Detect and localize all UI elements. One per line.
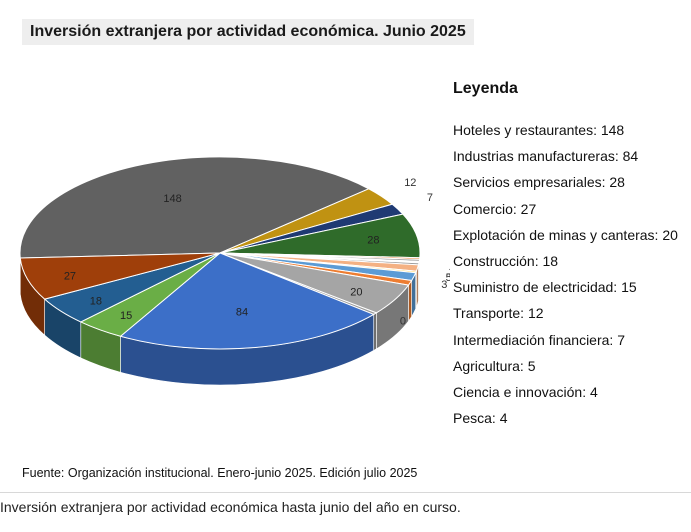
pie-slice-side [408, 279, 412, 322]
legend-entry: Intermediación financiera: 7 [453, 331, 625, 348]
legend-entry: Ciencia e innovación: 4 [453, 383, 598, 400]
data-label: 18 [90, 295, 102, 307]
pie-slice [19, 156, 370, 259]
pie-slice [19, 252, 221, 300]
legend-entry: Comercio: 27 [453, 200, 537, 217]
chart-title: Inversión extranjera por actividad econó… [22, 19, 474, 45]
data-label: 148 [163, 193, 181, 205]
legend-entry: Construcción: 18 [453, 252, 559, 269]
legend-entry: Explotación de minas y canteras: 20 [453, 226, 678, 243]
legend-entry: Hoteles y restaurantes: 148 [453, 122, 625, 138]
legend-entry: Pesca: 4 [453, 410, 508, 427]
legend-entry: Servicios empresariales: 28 [453, 174, 625, 191]
data-label: 15 [120, 310, 132, 322]
data-label: 1 [448, 266, 450, 278]
legend-entry: Agricultura: 5 [453, 357, 536, 374]
data-label: 12 [404, 177, 416, 189]
data-label: 7 [427, 192, 433, 204]
data-label: 28 [367, 234, 379, 246]
figure-caption: Inversión extranjera por actividad econó… [0, 499, 461, 515]
legend: Hoteles y restaurantes: 148 Industrias m… [453, 121, 678, 435]
data-label: 5 [446, 272, 450, 284]
pie-slice-side [373, 312, 377, 351]
legend-entry: Industrias manufactureras: 84 [453, 148, 639, 165]
data-label: 20 [350, 286, 362, 298]
legend-entry: Transporte: 12 [453, 305, 544, 322]
legend-entry: Suministro de electricidad: 15 [453, 279, 637, 296]
divider [0, 492, 691, 493]
data-label: 27 [64, 270, 76, 282]
pie-chart: 148127281010415320084151827 [19, 156, 450, 386]
data-label: 84 [236, 307, 248, 319]
data-label: 0 [400, 316, 406, 328]
source-note: Fuente: Organización institucional. Ener… [22, 466, 418, 480]
data-label: 3 [441, 279, 447, 291]
pie-slice [119, 252, 375, 350]
legend-title: Leyenda [453, 80, 518, 97]
